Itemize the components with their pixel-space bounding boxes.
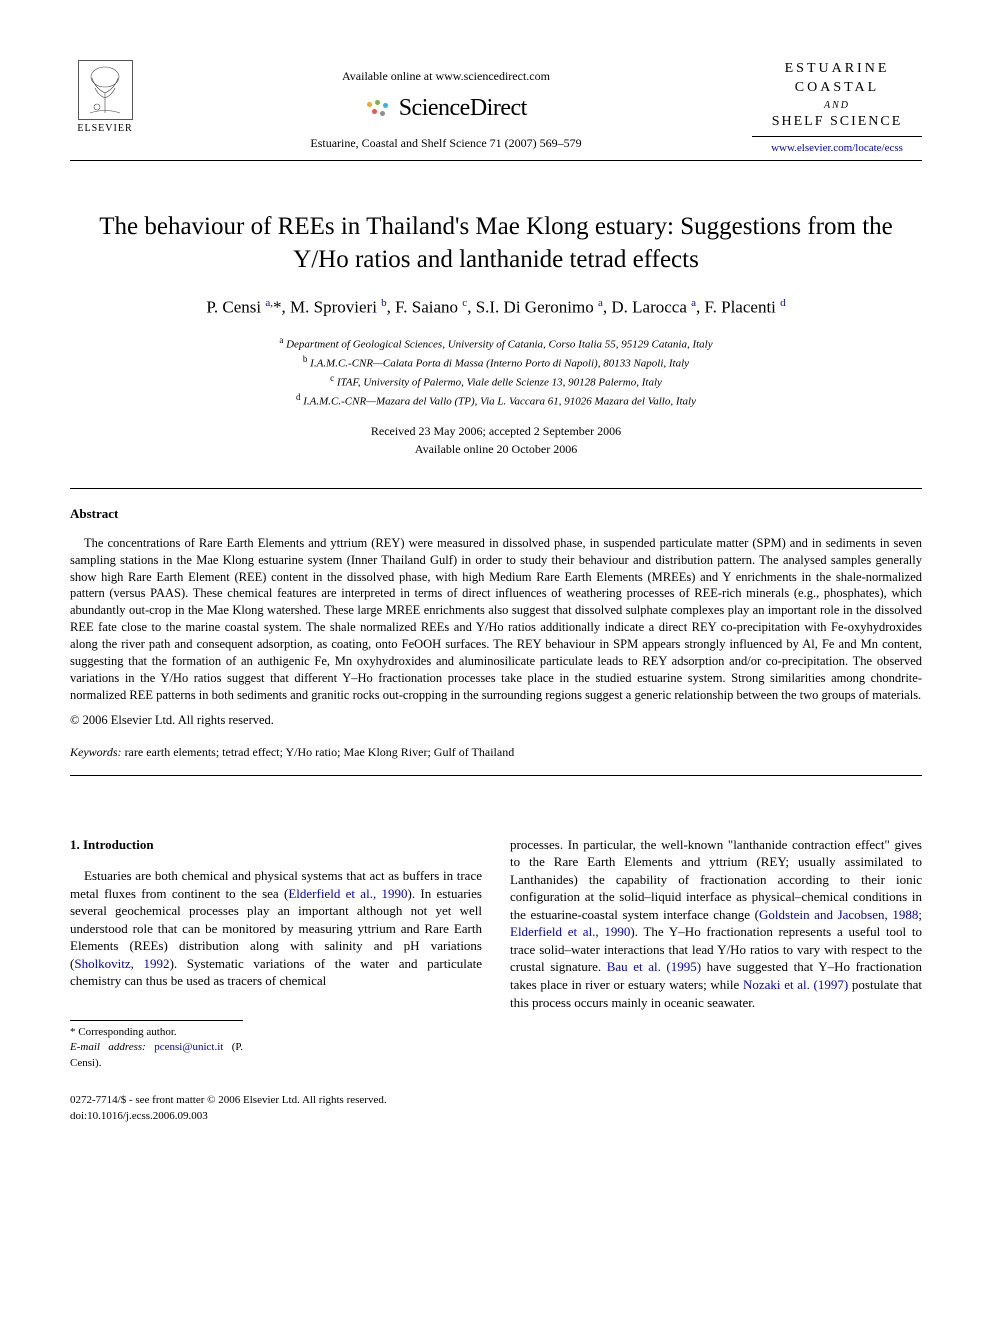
journal-and: AND xyxy=(752,99,922,113)
online-date: Available online 20 October 2006 xyxy=(70,440,922,458)
email-label: E-mail address: xyxy=(70,1041,146,1053)
body-columns: 1. Introduction Estuaries are both chemi… xyxy=(70,836,922,1072)
doi-line: doi:10.1016/j.ecss.2006.09.003 xyxy=(70,1109,922,1124)
elsevier-label: ELSEVIER xyxy=(77,122,132,136)
keywords-label: Keywords: xyxy=(70,745,122,759)
article-dates: Received 23 May 2006; accepted 2 Septemb… xyxy=(70,422,922,458)
article-title: The behaviour of REEs in Thailand's Mae … xyxy=(70,211,922,276)
corresponding-author-note: * Corresponding author. xyxy=(70,1025,243,1040)
journal-header: ELSEVIER Available online at www.science… xyxy=(70,60,922,156)
journal-url[interactable]: www.elsevier.com/locate/ecss xyxy=(752,141,922,156)
sd-dots-icon xyxy=(365,100,393,120)
elsevier-logo: ELSEVIER xyxy=(70,60,140,136)
left-column: 1. Introduction Estuaries are both chemi… xyxy=(70,836,482,1072)
abstract-heading: Abstract xyxy=(70,505,922,523)
keywords-line: Keywords: rare earth elements; tetrad ef… xyxy=(70,744,922,760)
available-online-text: Available online at www.sciencedirect.co… xyxy=(140,68,752,84)
affiliation-line: d I.A.M.C.-CNR—Mazara del Vallo (TP), Vi… xyxy=(70,391,922,410)
keywords-text: rare earth elements; tetrad effect; Y/Ho… xyxy=(125,745,515,759)
journal-reference: Estuarine, Coastal and Shelf Science 71 … xyxy=(140,135,752,151)
affiliations: a Department of Geological Sciences, Uni… xyxy=(70,334,922,411)
journal-line-2: COASTAL xyxy=(752,79,922,98)
copyright-line: © 2006 Elsevier Ltd. All rights reserved… xyxy=(70,712,922,729)
intro-para-left: Estuaries are both chemical and physical… xyxy=(70,867,482,990)
journal-line-3: SHELF SCIENCE xyxy=(752,113,922,132)
issn-line: 0272-7714/$ - see front matter © 2006 El… xyxy=(70,1093,922,1108)
abstract-top-rule xyxy=(70,488,922,489)
affiliation-line: a Department of Geological Sciences, Uni… xyxy=(70,334,922,353)
bottom-meta: 0272-7714/$ - see front matter © 2006 El… xyxy=(70,1093,922,1124)
header-rule xyxy=(70,160,922,161)
section-1-heading: 1. Introduction xyxy=(70,836,482,854)
affiliation-line: c ITAF, University of Palermo, Viale del… xyxy=(70,372,922,391)
email-address[interactable]: pcensi@unict.it xyxy=(154,1041,223,1053)
journal-box-rule xyxy=(752,136,922,137)
received-date: Received 23 May 2006; accepted 2 Septemb… xyxy=(70,422,922,440)
email-line: E-mail address: pcensi@unict.it (P. Cens… xyxy=(70,1040,243,1071)
intro-para-right: processes. In particular, the well-known… xyxy=(510,836,922,1011)
journal-title-box: ESTUARINE COASTAL AND SHELF SCIENCE www.… xyxy=(752,60,922,156)
authors-line: P. Censi a,*, M. Sprovieri b, F. Saiano … xyxy=(70,296,922,320)
footnotes: * Corresponding author. E-mail address: … xyxy=(70,1020,243,1071)
right-column: processes. In particular, the well-known… xyxy=(510,836,922,1072)
sd-brand-text: ScienceDirect xyxy=(399,95,527,121)
affiliation-line: b I.A.M.C.-CNR—Calata Porta di Massa (In… xyxy=(70,353,922,372)
abstract-body: The concentrations of Rare Earth Element… xyxy=(70,535,922,704)
abstract-bottom-rule xyxy=(70,775,922,776)
sciencedirect-block: Available online at www.sciencedirect.co… xyxy=(140,60,752,151)
journal-line-1: ESTUARINE xyxy=(752,60,922,79)
sciencedirect-logo: ScienceDirect xyxy=(140,92,752,124)
elsevier-tree-icon xyxy=(78,60,133,120)
